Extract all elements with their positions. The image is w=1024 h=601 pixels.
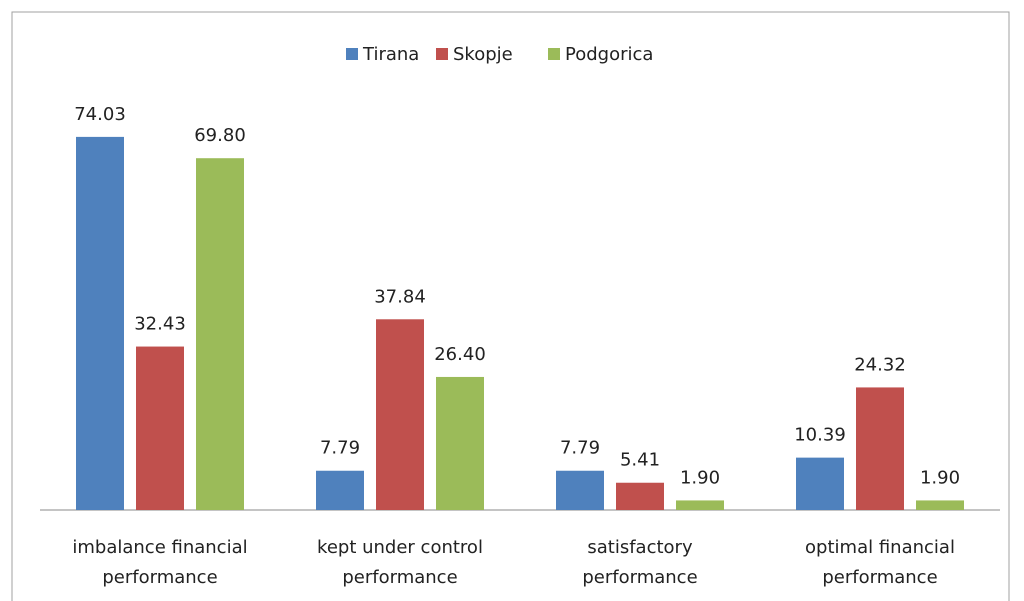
value-label: 7.79 <box>320 438 360 459</box>
legend-swatch <box>548 48 560 60</box>
value-label: 32.43 <box>134 314 186 335</box>
value-label: 7.79 <box>560 438 600 459</box>
legend-label: Podgorica <box>565 44 653 65</box>
x-tick-label: optimal financial <box>805 537 955 558</box>
value-label: 10.39 <box>794 425 846 446</box>
legend-label: Tirana <box>362 44 419 65</box>
bar <box>556 470 604 510</box>
bar <box>856 387 904 510</box>
bar <box>916 500 964 510</box>
x-tick-label: kept under control <box>317 537 483 558</box>
value-label: 69.80 <box>194 125 246 146</box>
bar <box>196 158 244 510</box>
bar <box>76 136 124 510</box>
bar <box>616 482 664 510</box>
bar <box>676 500 724 510</box>
value-label: 74.03 <box>74 104 126 125</box>
legend-label: Skopje <box>453 44 513 65</box>
x-tick-label: performance <box>342 567 457 588</box>
x-tick-label: performance <box>102 567 217 588</box>
bar <box>436 376 484 510</box>
bar <box>136 346 184 510</box>
legend-swatch <box>436 48 448 60</box>
chart-frame <box>11 11 1010 601</box>
x-tick-label: performance <box>582 567 697 588</box>
value-label: 1.90 <box>920 467 960 488</box>
x-tick-label: satisfactory <box>587 537 693 558</box>
legend-swatch <box>346 48 358 60</box>
x-tick-label: performance <box>822 567 937 588</box>
value-label: 5.41 <box>620 450 660 471</box>
bar <box>376 319 424 510</box>
bar <box>316 470 364 510</box>
value-label: 24.32 <box>854 354 906 375</box>
value-label: 1.90 <box>680 467 720 488</box>
value-label: 26.40 <box>434 344 486 365</box>
x-tick-label: imbalance financial <box>72 537 247 558</box>
value-label: 37.84 <box>374 286 426 307</box>
bar <box>796 457 844 510</box>
